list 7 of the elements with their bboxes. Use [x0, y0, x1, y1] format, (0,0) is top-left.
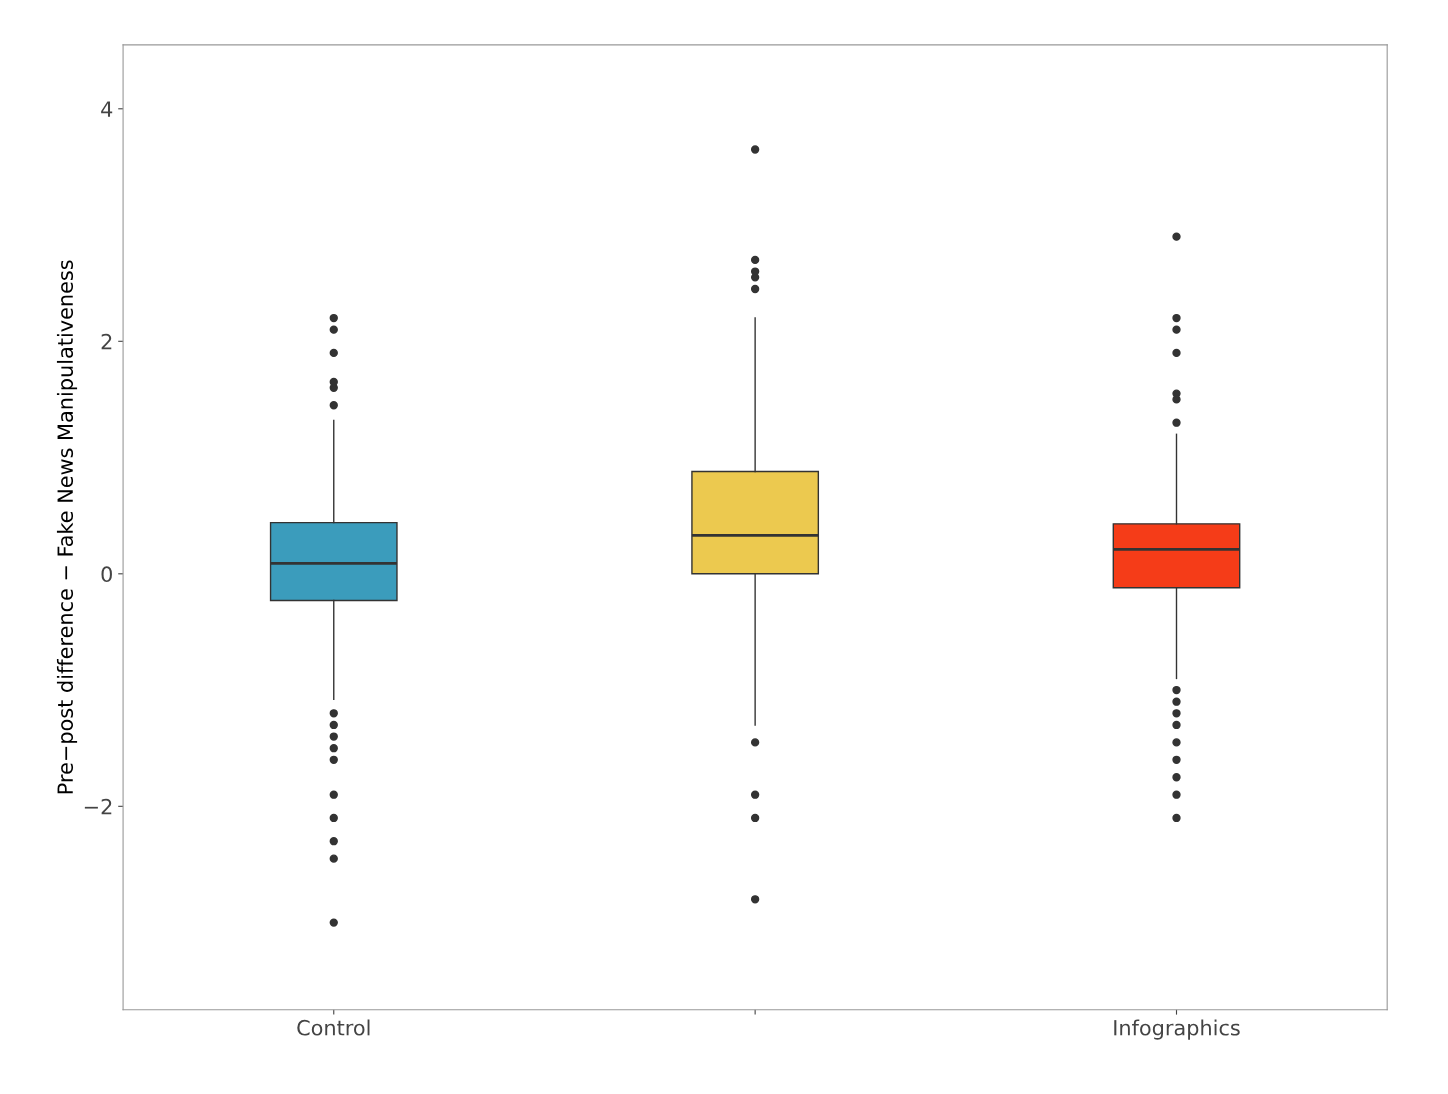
y-tick-label: −2 — [84, 798, 112, 815]
x-tick-label: Control — [297, 1019, 370, 1036]
y-axis-title: Pre−post difference − Fake News Manipulativeness — [56, 260, 78, 794]
x-tick-label: Infographics — [1114, 1019, 1240, 1040]
y-tick-label: 4 — [101, 101, 113, 117]
y-tick-label: 2 — [101, 333, 112, 350]
y-tick-label: 0 — [101, 566, 112, 583]
